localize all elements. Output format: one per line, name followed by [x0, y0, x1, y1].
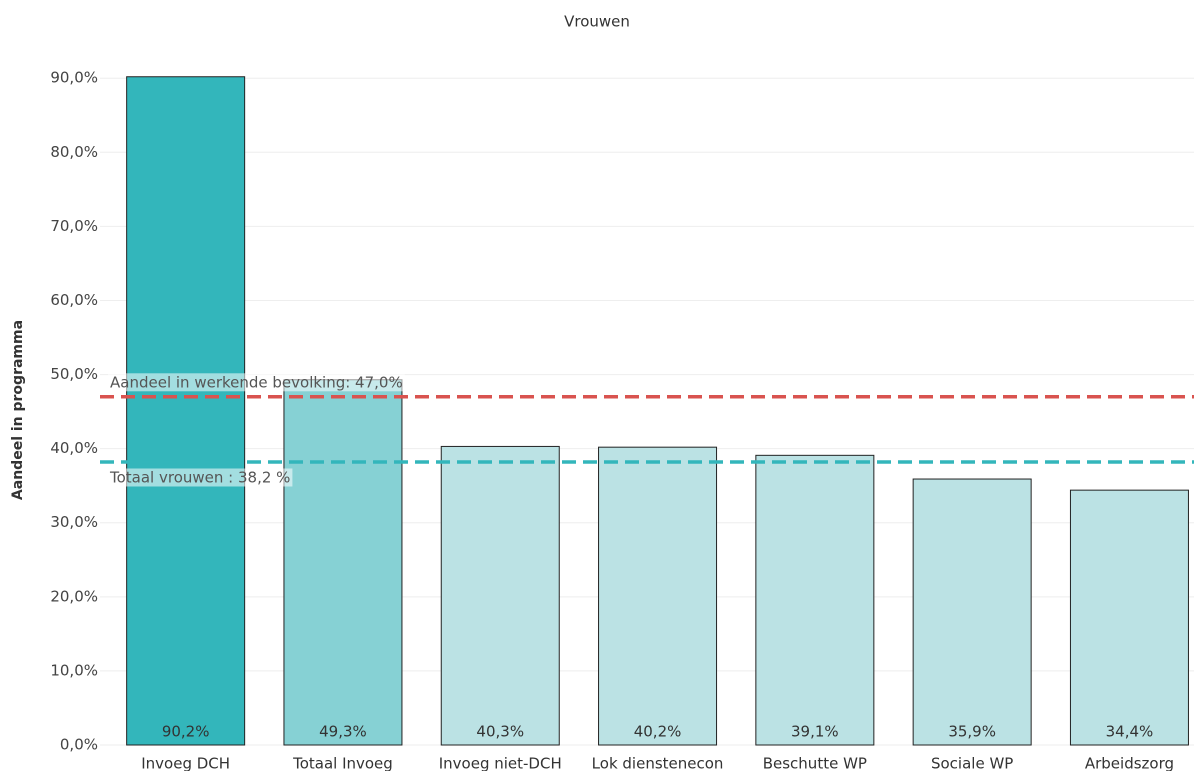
chart-title: Vrouwen: [564, 13, 630, 31]
reference-label: Totaal vrouwen : 38,2 %: [109, 468, 290, 486]
y-tick-label: 40,0%: [50, 439, 98, 457]
value-label: 49,3%: [319, 723, 367, 741]
y-tick-label: 60,0%: [50, 291, 98, 309]
y-axis-label: Aandeel in programma: [10, 320, 26, 500]
y-tick-label: 20,0%: [50, 587, 98, 605]
x-tick-label: Invoeg niet-DCH: [439, 755, 562, 771]
bar: [283, 379, 403, 746]
x-tick-label: Totaal Invoeg: [292, 755, 393, 771]
y-tick-label: 90,0%: [50, 69, 98, 87]
value-label: 40,2%: [634, 723, 682, 741]
reference-label: Aandeel in werkende bevolking: 47,0%: [110, 373, 403, 391]
y-tick-label: 80,0%: [50, 143, 98, 161]
bar: [126, 76, 246, 746]
value-label: 34,4%: [1106, 723, 1154, 741]
value-label: 90,2%: [162, 723, 210, 741]
x-tick-label: Sociale WP: [931, 755, 1013, 771]
x-tick-label: Beschutte WP: [763, 755, 867, 771]
value-label: 40,3%: [476, 723, 524, 741]
value-label: 35,9%: [948, 723, 996, 741]
x-tick-label: Arbeidszorg: [1085, 755, 1174, 771]
y-tick-label: 50,0%: [50, 365, 98, 383]
bar: [755, 454, 875, 746]
reference-label-bg: [107, 468, 293, 487]
x-tick-label: Invoeg DCH: [141, 755, 230, 771]
reference-label-bg: [108, 373, 405, 392]
y-tick-label: 0,0%: [60, 736, 98, 754]
value-label: 39,1%: [791, 723, 839, 741]
y-tick-label: 30,0%: [50, 513, 98, 531]
bar: [912, 478, 1032, 746]
bar: [440, 445, 560, 746]
bar: [1069, 489, 1189, 746]
y-tick-label: 10,0%: [50, 661, 98, 679]
x-tick-label: Lok dienstenecon: [592, 755, 724, 771]
bar: [598, 446, 718, 746]
y-tick-label: 70,0%: [50, 217, 98, 235]
